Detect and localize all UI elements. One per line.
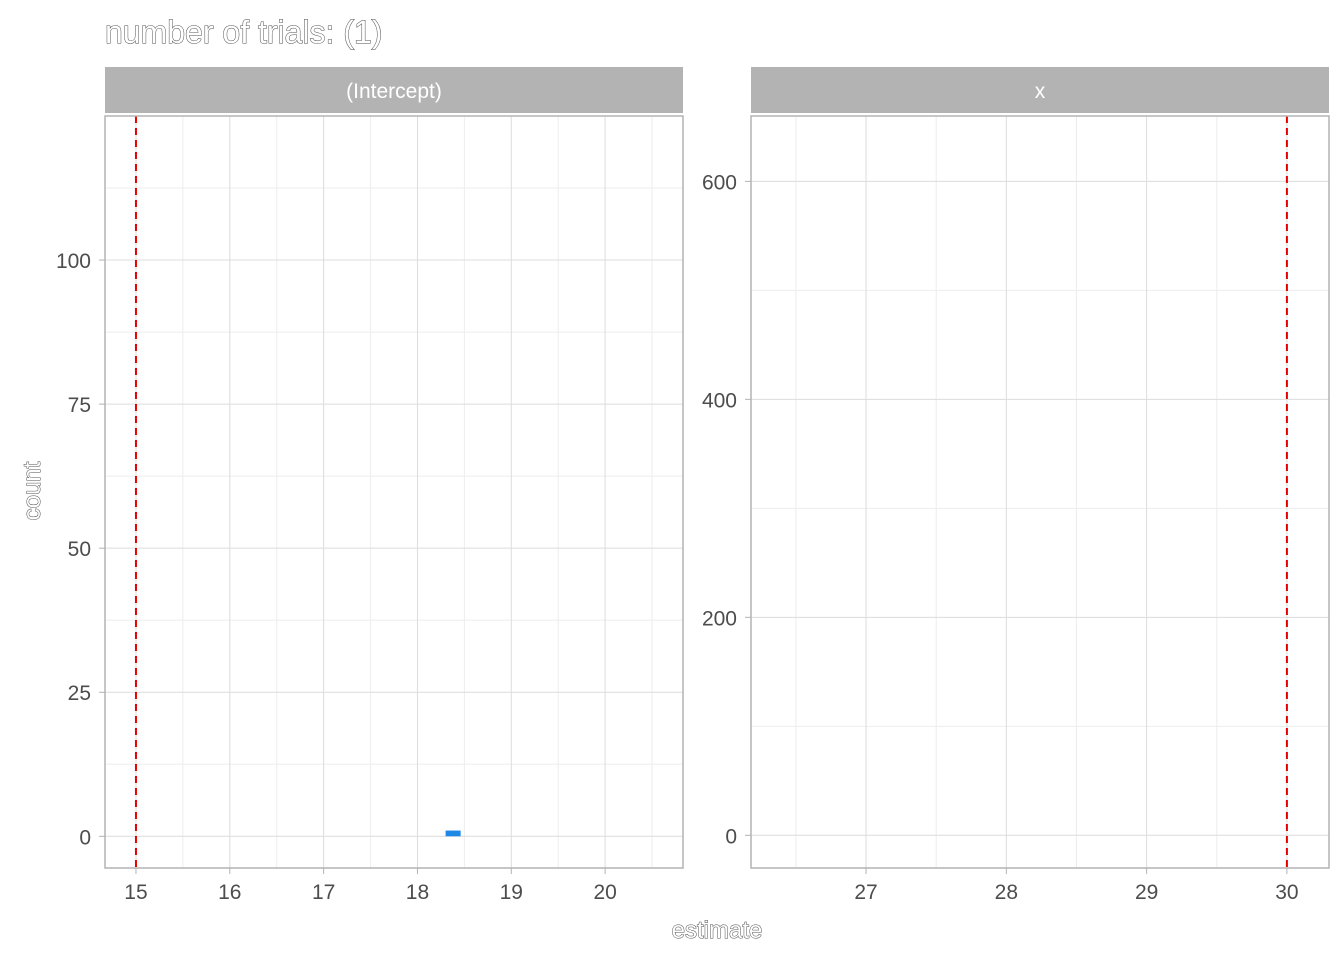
y-tick-label: 0 bbox=[79, 826, 91, 849]
facet-panel-2: x 27 28 29 30 0 200 400 600 bbox=[702, 67, 1330, 904]
y-tick-label: 25 bbox=[68, 682, 91, 705]
y-tick-label: 400 bbox=[702, 389, 737, 412]
x-tick-label: 28 bbox=[995, 881, 1018, 904]
x-tick-label: 30 bbox=[1275, 881, 1298, 904]
y-tick-label: 0 bbox=[725, 825, 737, 848]
x-tick-label: 15 bbox=[124, 881, 147, 904]
panel-border bbox=[104, 115, 684, 869]
facet-strip-label: (Intercept) bbox=[346, 80, 442, 103]
x-tick-label: 20 bbox=[593, 881, 616, 904]
x-tick-label: 17 bbox=[312, 881, 335, 904]
y-tick-label: 100 bbox=[56, 250, 91, 273]
y-tick-label: 50 bbox=[68, 538, 91, 561]
chart-title: number of trials: (1) bbox=[105, 14, 382, 50]
facet-strip bbox=[105, 67, 683, 113]
y-tick-label: 200 bbox=[702, 607, 737, 630]
panel-border bbox=[750, 115, 1330, 869]
x-tick-label: 27 bbox=[854, 881, 877, 904]
x-tick-label: 19 bbox=[500, 881, 523, 904]
facet-panel-1: (Intercept) 15 16 17 18 19 20 0 25 50 75 100 bbox=[56, 67, 684, 904]
y-tick-label: 75 bbox=[68, 394, 91, 417]
x-axis-title: estimate bbox=[672, 917, 763, 944]
y-tick-label: 600 bbox=[702, 171, 737, 194]
x-tick-label: 16 bbox=[218, 881, 241, 904]
y-axis-title: count bbox=[19, 461, 46, 520]
facet-strip bbox=[751, 67, 1329, 113]
facet-strip-label: x bbox=[1035, 80, 1046, 103]
x-tick-label: 18 bbox=[406, 881, 429, 904]
histogram-bar bbox=[445, 830, 461, 837]
x-tick-label: 29 bbox=[1135, 881, 1158, 904]
